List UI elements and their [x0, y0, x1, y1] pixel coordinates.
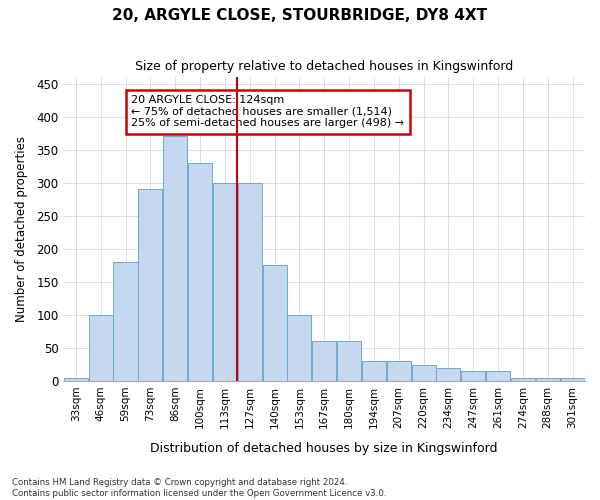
- Bar: [113, 262, 137, 381]
- Bar: [412, 364, 436, 381]
- Bar: [337, 342, 361, 381]
- Bar: [362, 362, 386, 381]
- Y-axis label: Number of detached properties: Number of detached properties: [15, 136, 28, 322]
- Bar: [64, 378, 88, 381]
- Bar: [89, 315, 113, 381]
- Bar: [312, 342, 336, 381]
- Title: Size of property relative to detached houses in Kingswinford: Size of property relative to detached ho…: [135, 60, 514, 73]
- Bar: [560, 378, 584, 381]
- Bar: [386, 362, 411, 381]
- X-axis label: Distribution of detached houses by size in Kingswinford: Distribution of detached houses by size …: [151, 442, 498, 455]
- Bar: [486, 371, 510, 381]
- Text: 20, ARGYLE CLOSE, STOURBRIDGE, DY8 4XT: 20, ARGYLE CLOSE, STOURBRIDGE, DY8 4XT: [112, 8, 488, 22]
- Bar: [139, 190, 163, 381]
- Bar: [263, 266, 287, 381]
- Bar: [213, 182, 237, 381]
- Text: Contains HM Land Registry data © Crown copyright and database right 2024.
Contai: Contains HM Land Registry data © Crown c…: [12, 478, 386, 498]
- Bar: [511, 378, 535, 381]
- Bar: [436, 368, 460, 381]
- Bar: [287, 315, 311, 381]
- Bar: [163, 136, 187, 381]
- Bar: [536, 378, 560, 381]
- Bar: [238, 182, 262, 381]
- Bar: [188, 163, 212, 381]
- Text: 20 ARGYLE CLOSE: 124sqm
← 75% of detached houses are smaller (1,514)
25% of semi: 20 ARGYLE CLOSE: 124sqm ← 75% of detache…: [131, 95, 404, 128]
- Bar: [461, 371, 485, 381]
